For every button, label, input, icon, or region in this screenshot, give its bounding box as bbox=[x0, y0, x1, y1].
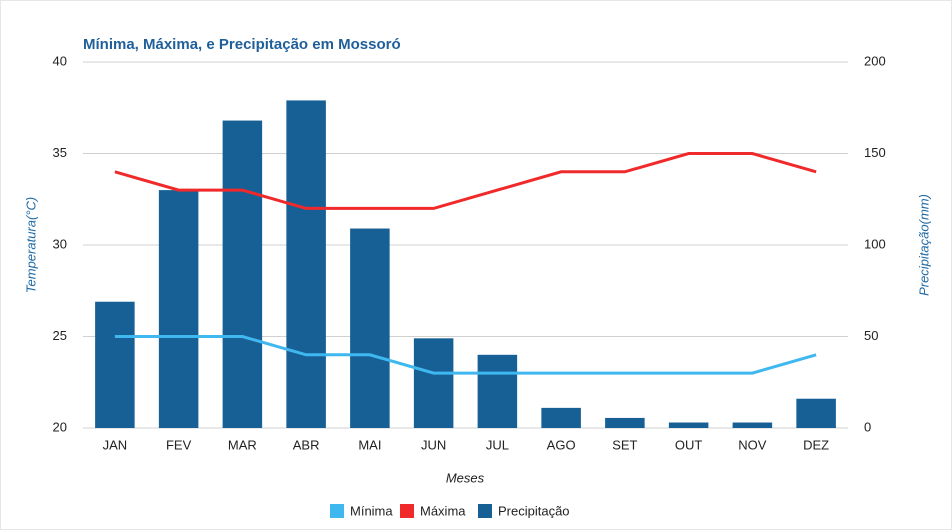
x-tick-label: MAI bbox=[358, 437, 381, 452]
y2-tick-label: 100 bbox=[864, 236, 886, 251]
x-tick-label: FEV bbox=[166, 437, 192, 452]
bar bbox=[732, 422, 773, 428]
bar bbox=[796, 398, 836, 428]
x-tick-label: JUN bbox=[421, 437, 446, 452]
y-tick-label: 20 bbox=[53, 419, 67, 434]
bar bbox=[350, 228, 390, 428]
legend-swatch bbox=[478, 504, 492, 518]
bar bbox=[605, 417, 645, 428]
bar bbox=[413, 338, 454, 428]
bar bbox=[286, 100, 326, 429]
y-tick-label: 25 bbox=[53, 328, 67, 343]
x-tick-label: MAR bbox=[228, 437, 257, 452]
y-axis-title: Temperatura(°C) bbox=[23, 197, 38, 293]
y2-tick-label: 150 bbox=[864, 145, 886, 160]
y-tick-label: 40 bbox=[53, 53, 67, 68]
legend-label: Mínima bbox=[350, 503, 393, 518]
bar bbox=[477, 354, 518, 428]
bar bbox=[668, 422, 709, 428]
y2-tick-label: 50 bbox=[864, 328, 878, 343]
chart-title: Mínima, Máxima, e Precipitação em Mossor… bbox=[83, 36, 401, 53]
y-tick-label: 30 bbox=[53, 236, 67, 251]
x-tick-label: JAN bbox=[103, 437, 128, 452]
x-tick-label: AGO bbox=[547, 437, 576, 452]
y-tick-label: 35 bbox=[53, 145, 67, 160]
legend-label: Máxima bbox=[420, 503, 466, 518]
x-axis-title: Meses bbox=[446, 470, 485, 485]
bar bbox=[222, 120, 263, 428]
line bbox=[114, 335, 817, 375]
y2-axis-title: Precipitação(mm) bbox=[916, 194, 931, 296]
x-tick-label: OUT bbox=[675, 437, 703, 452]
bar bbox=[541, 407, 581, 428]
line bbox=[114, 152, 817, 210]
x-tick-label: DEZ bbox=[803, 437, 829, 452]
legend-label: Precipitação bbox=[498, 503, 570, 518]
bar bbox=[95, 301, 135, 428]
x-tick-label: ABR bbox=[293, 437, 320, 452]
y2-tick-label: 200 bbox=[864, 53, 886, 68]
x-tick-label: NOV bbox=[738, 437, 767, 452]
legend-swatch bbox=[400, 504, 414, 518]
y2-tick-label: 0 bbox=[864, 419, 871, 434]
bar bbox=[158, 190, 199, 428]
legend-swatch bbox=[330, 504, 344, 518]
x-tick-label: JUL bbox=[486, 437, 509, 452]
x-tick-label: SET bbox=[612, 437, 637, 452]
